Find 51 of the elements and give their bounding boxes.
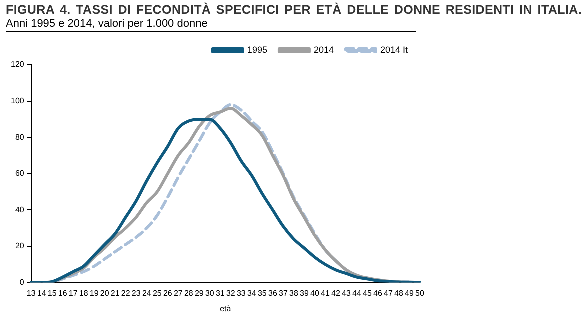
x-tick-label: 46 [374,288,383,298]
legend-label: 1995 [247,44,268,55]
x-tick-label: 38 [289,288,299,298]
x-tick-label: 48 [394,288,404,298]
y-tick-label: 100 [10,96,25,106]
x-tick-label: 20 [100,288,110,298]
x-tick-label: 14 [37,288,47,298]
x-tick-label: 19 [90,288,100,298]
x-tick-label: 28 [184,288,194,298]
x-tick-label: 24 [142,288,152,298]
y-tick-label: 20 [15,242,25,251]
x-tick-label: 27 [174,288,184,298]
x-tick-label: 22 [121,288,131,298]
x-tick-label: 15 [48,288,58,298]
chart-title: FIGURA 4. TASSI DI FECONDITÀ SPECIFICI PER ETÀ DELLE DONNE RESIDENTI IN ITALIA. [6,3,582,17]
x-tick-label: 21 [110,288,120,298]
x-tick-label: 50 [416,288,425,298]
x-tick-label: 49 [405,288,414,298]
legend-label: 2014 [314,44,334,55]
x-tick-label: 30 [205,288,215,298]
y-tick-label: 80 [15,132,25,142]
x-axis-title: età [220,304,232,314]
x-tick-label: 26 [163,288,173,298]
y-tick-label: 40 [15,205,25,214]
x-tick-label: 37 [278,288,288,298]
y-tick-label: 120 [10,60,25,70]
x-tick-label: 31 [216,288,226,298]
x-tick-label: 47 [384,288,394,298]
x-tick-label: 36 [268,288,278,298]
x-tick-label: 35 [258,288,268,298]
x-tick-label: 45 [363,288,372,298]
x-tick-label: 39 [300,288,310,298]
x-tick-label: 25 [152,288,162,298]
x-tick-label: 18 [79,288,89,298]
x-tick-label: 41 [321,288,330,298]
y-tick-label: 60 [15,169,25,178]
x-tick-label: 44 [352,288,362,298]
x-tick-label: 43 [342,288,352,298]
x-tick-label: 13 [26,288,36,298]
legend-label: 2014 It [380,44,408,55]
x-tick-label: 17 [68,288,78,298]
x-tick-label: 23 [132,288,142,298]
y-tick-label: 0 [20,278,25,288]
chart-subtitle: Anni 1995 e 2014, valori per 1.000 donne [6,18,416,32]
x-tick-label: 16 [58,288,68,298]
x-tick-label: 29 [194,288,204,298]
x-tick-label: 33 [236,288,246,298]
x-tick-label: 34 [247,288,257,298]
x-tick-label: 42 [332,288,341,298]
x-tick-label: 32 [226,288,236,298]
x-tick-label: 40 [310,288,320,298]
